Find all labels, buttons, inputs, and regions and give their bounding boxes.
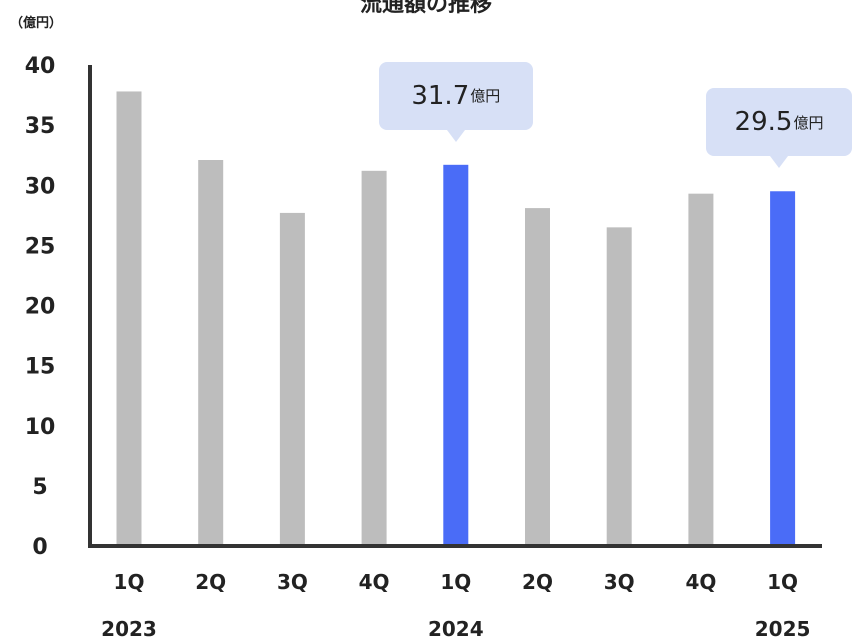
x-tick-label: 1Q bbox=[114, 570, 145, 594]
year-label: 2024 bbox=[428, 617, 484, 640]
year-label: 2023 bbox=[101, 617, 157, 640]
y-tick-label: 35 bbox=[25, 114, 56, 139]
chart-title: 流通額の推移 bbox=[359, 0, 492, 17]
callout-unit: 億円 bbox=[470, 87, 501, 106]
unit-label: （億円） bbox=[10, 16, 63, 31]
bar bbox=[770, 191, 796, 546]
x-tick-label: 1Q bbox=[767, 570, 798, 594]
x-tick-label: 3Q bbox=[277, 570, 308, 594]
year-label: 2025 bbox=[755, 617, 811, 640]
bar bbox=[279, 212, 305, 546]
bar bbox=[606, 227, 632, 546]
y-tick-label: 25 bbox=[25, 234, 56, 259]
bar bbox=[525, 208, 550, 546]
bar bbox=[361, 170, 387, 546]
bar bbox=[688, 193, 714, 547]
y-tick-label: 40 bbox=[25, 54, 56, 79]
value-callout: 31.7 億円 bbox=[378, 61, 533, 142]
y-tick-label: 20 bbox=[25, 295, 56, 320]
callout-value: 29.5 bbox=[734, 107, 793, 138]
y-tick-label: 10 bbox=[25, 415, 56, 440]
x-tick-label: 2Q bbox=[195, 570, 226, 594]
bar bbox=[116, 91, 142, 546]
y-tick-label: 30 bbox=[25, 174, 56, 199]
callout-unit: 億円 bbox=[793, 113, 824, 132]
x-tick-label: 2Q bbox=[522, 570, 553, 594]
y-tick-label: 5 bbox=[32, 475, 47, 500]
bar bbox=[198, 159, 224, 546]
x-tick-label: 1Q bbox=[440, 570, 471, 594]
y-tick-label: 15 bbox=[25, 355, 56, 380]
x-tick-label: 4Q bbox=[359, 570, 390, 594]
value-callout: 29.5 億円 bbox=[706, 88, 852, 169]
x-tick-label: 3Q bbox=[604, 570, 635, 594]
bar bbox=[443, 164, 469, 546]
x-tick-label: 4Q bbox=[685, 570, 716, 594]
y-tick-label: 0 bbox=[32, 535, 47, 560]
callout-value: 31.7 bbox=[411, 80, 470, 111]
